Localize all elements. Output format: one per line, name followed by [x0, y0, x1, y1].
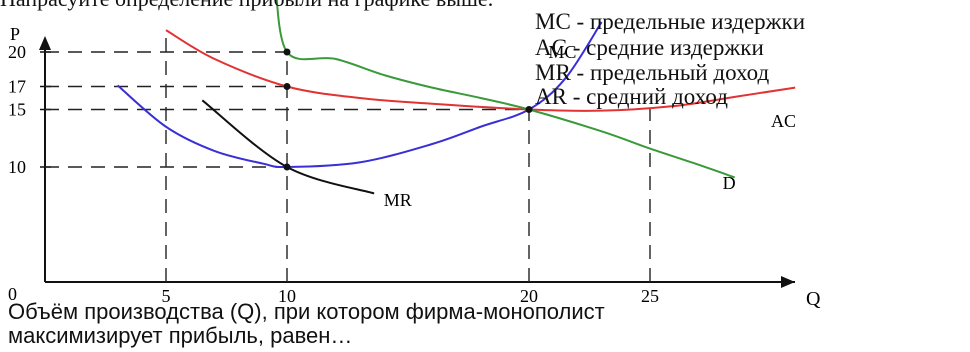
curve-label-ac: AC [771, 111, 796, 131]
x-tick-label-10: 10 [278, 286, 296, 306]
key-point-3 [525, 106, 533, 113]
key-point-0 [283, 48, 291, 56]
legend-mc: MC - предельные издержки [535, 9, 806, 34]
clipped-top-text: Напрасуйте определение прибыли на график… [0, 0, 493, 12]
y-tick-label-10: 10 [8, 157, 26, 177]
question-line-1: Объём производства (Q), при котором фирм… [8, 299, 605, 324]
x-tick-label-5: 5 [162, 286, 171, 306]
curve-label-mc: MC [548, 42, 576, 62]
curve-ac [165, 29, 796, 112]
key-point-1 [283, 83, 291, 90]
y-tick-label-20: 20 [8, 42, 26, 62]
y-tick-label-15: 15 [8, 100, 26, 120]
x-axis-label: Q [806, 288, 821, 310]
key-point-2 [283, 163, 291, 171]
curve-mc [116, 21, 603, 169]
legend-mr: MR - предельный доход [535, 60, 770, 85]
curve-d [275, 0, 736, 179]
legend-ac: AC - средние издержки [535, 35, 764, 60]
question-line-2: максимизирует прибыль, равен… [8, 323, 353, 348]
x-tick-label-25: 25 [641, 286, 659, 306]
legend-ar: AR - средний доход [535, 84, 728, 109]
curve-label-d: D [723, 173, 736, 193]
y-axis-arrow [39, 36, 51, 50]
curve-label-mr: MR [384, 190, 412, 210]
origin-label: 0 [8, 284, 17, 304]
x-axis-arrow [781, 276, 795, 288]
curve-mr [201, 99, 375, 195]
y-tick-label-17: 17 [8, 77, 26, 97]
x-tick-label-20: 20 [520, 286, 538, 306]
y-axis-label: P [10, 24, 20, 44]
